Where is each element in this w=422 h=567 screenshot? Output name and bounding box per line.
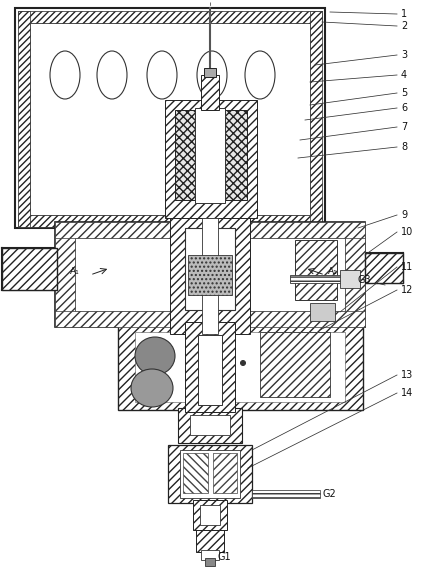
Bar bbox=[75, 238, 345, 311]
Bar bbox=[55, 311, 365, 327]
Bar bbox=[175, 110, 247, 200]
Bar bbox=[196, 530, 224, 552]
Bar bbox=[345, 222, 365, 327]
Ellipse shape bbox=[50, 51, 80, 99]
Bar bbox=[201, 550, 219, 560]
Ellipse shape bbox=[245, 51, 275, 99]
Text: G2: G2 bbox=[323, 489, 337, 499]
Text: 14: 14 bbox=[401, 388, 413, 398]
Bar bbox=[310, 11, 322, 227]
Bar bbox=[2, 248, 57, 290]
Text: 9: 9 bbox=[401, 210, 407, 220]
Text: 7: 7 bbox=[401, 122, 407, 132]
Text: 8: 8 bbox=[401, 142, 407, 152]
Text: 13: 13 bbox=[401, 370, 413, 380]
Bar bbox=[190, 415, 230, 435]
Ellipse shape bbox=[197, 51, 227, 99]
Bar bbox=[252, 490, 320, 498]
Text: A₁: A₁ bbox=[328, 268, 338, 277]
Bar bbox=[295, 240, 337, 300]
Bar bbox=[290, 275, 345, 283]
Bar bbox=[55, 222, 365, 238]
Text: 11: 11 bbox=[401, 262, 413, 272]
Bar bbox=[198, 335, 222, 405]
Bar bbox=[18, 11, 30, 227]
Bar bbox=[201, 75, 219, 110]
Bar bbox=[183, 453, 208, 493]
Bar bbox=[185, 228, 235, 310]
Text: 5: 5 bbox=[401, 88, 407, 98]
Bar bbox=[185, 322, 235, 412]
Bar bbox=[18, 11, 322, 23]
Bar bbox=[204, 68, 216, 77]
Bar bbox=[30, 23, 310, 215]
Bar bbox=[202, 218, 218, 334]
Text: 3: 3 bbox=[401, 50, 407, 60]
Text: G1: G1 bbox=[218, 552, 232, 562]
Bar bbox=[135, 332, 345, 402]
Bar bbox=[170, 218, 250, 334]
Ellipse shape bbox=[97, 51, 127, 99]
Bar bbox=[55, 222, 75, 327]
Text: G3: G3 bbox=[358, 275, 372, 285]
Text: 10: 10 bbox=[401, 227, 413, 237]
Bar bbox=[200, 505, 220, 525]
Bar bbox=[193, 500, 227, 530]
Bar bbox=[260, 332, 330, 397]
Text: 2: 2 bbox=[401, 21, 407, 31]
Text: 1: 1 bbox=[401, 9, 407, 19]
Bar bbox=[180, 450, 240, 498]
Text: 4: 4 bbox=[401, 70, 407, 80]
Ellipse shape bbox=[131, 369, 173, 407]
Bar bbox=[340, 270, 360, 288]
Bar bbox=[195, 108, 225, 203]
Bar bbox=[15, 8, 325, 228]
Bar bbox=[165, 100, 257, 218]
Bar bbox=[118, 325, 363, 410]
Bar bbox=[178, 408, 242, 443]
Bar bbox=[205, 558, 215, 566]
Bar bbox=[55, 222, 365, 327]
Bar bbox=[168, 445, 252, 503]
Bar bbox=[365, 253, 403, 283]
Text: A₁: A₁ bbox=[70, 268, 80, 277]
Bar bbox=[213, 453, 237, 493]
Text: 12: 12 bbox=[401, 285, 414, 295]
Bar bbox=[18, 215, 322, 227]
Bar bbox=[188, 255, 232, 295]
Ellipse shape bbox=[147, 51, 177, 99]
Text: 6: 6 bbox=[401, 103, 407, 113]
Ellipse shape bbox=[135, 337, 175, 375]
Ellipse shape bbox=[241, 361, 246, 366]
Bar bbox=[310, 303, 335, 321]
